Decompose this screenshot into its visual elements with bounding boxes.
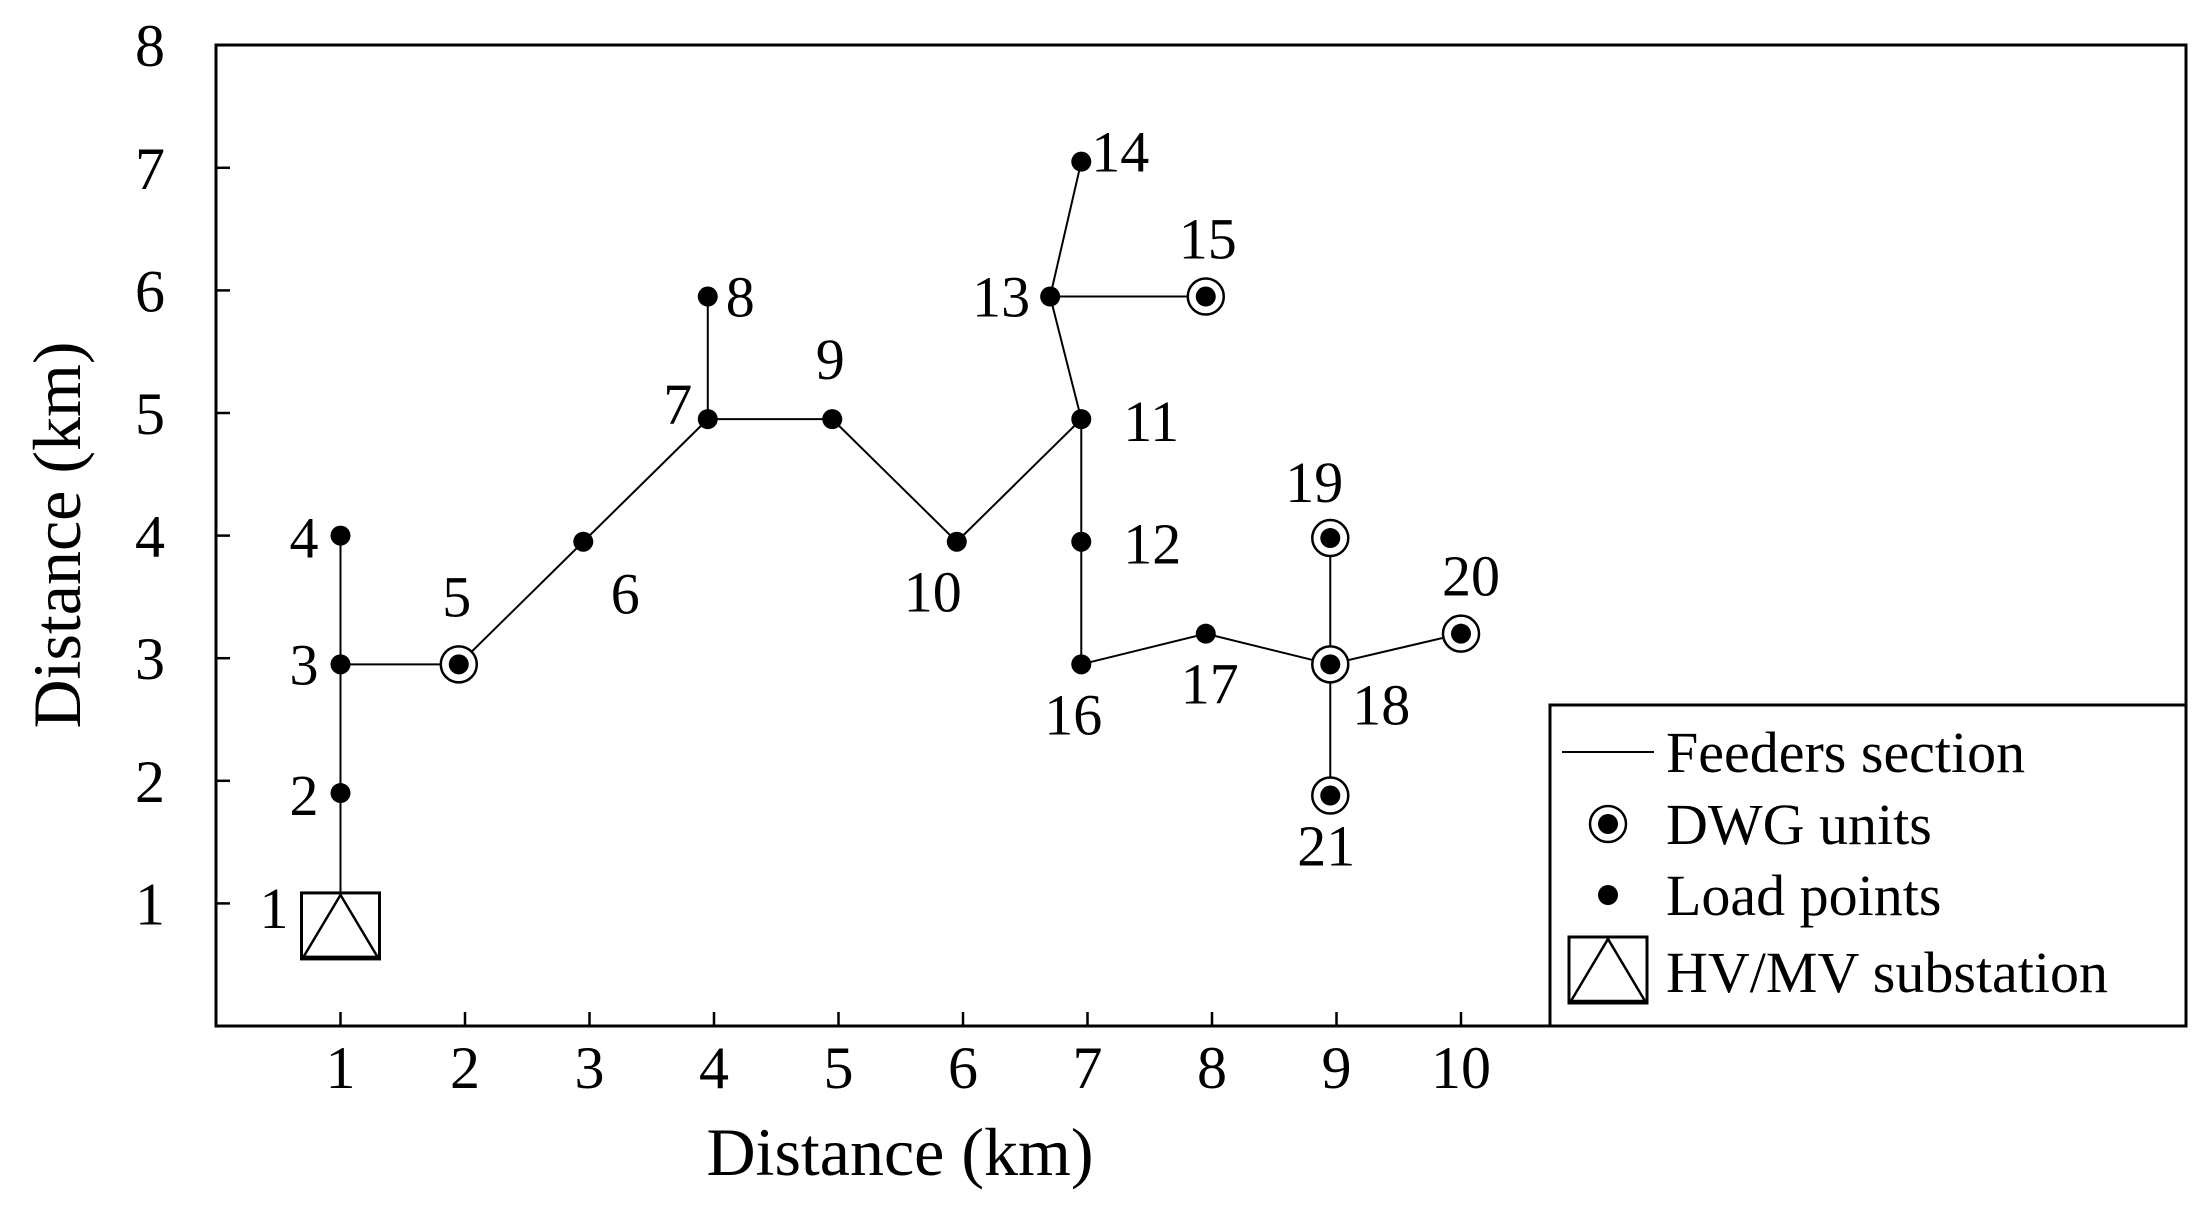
node-label: 4: [290, 506, 319, 571]
node-label: 2: [290, 763, 319, 828]
y-tick-label: 8: [135, 13, 165, 79]
node-label: 18: [1352, 672, 1410, 737]
x-tick-label: 9: [1322, 1035, 1352, 1101]
x-axis-title: Distance (km): [706, 1114, 1093, 1190]
load-point: [697, 286, 718, 307]
node-label: 9: [816, 327, 845, 392]
node-label: 16: [1044, 682, 1102, 747]
legend-dwg-point: [1598, 814, 1618, 834]
legend-substation-box: [1567, 935, 1649, 1005]
node-label: 21: [1297, 814, 1355, 879]
y-tick-label: 3: [135, 626, 165, 692]
load-point: [1071, 151, 1092, 172]
load-point: [1040, 286, 1061, 307]
node-label: 14: [1091, 120, 1149, 185]
x-tick-label: 5: [824, 1035, 854, 1101]
y-tick-label: 4: [135, 504, 165, 570]
legend-box: [1548, 703, 2188, 1028]
feeder-line: [831, 418, 958, 543]
load-point: [1071, 409, 1092, 430]
load-point: [573, 531, 594, 552]
load-point: [1071, 531, 1092, 552]
node-label: 1: [260, 876, 289, 941]
y-axis-ticks: 1 2 3 4 5 6 7 8: [135, 13, 230, 937]
node-label: 3: [290, 632, 319, 697]
y-tick-label: 1: [135, 871, 165, 937]
dwg-unit-point: [1320, 528, 1341, 549]
legend-label: HV/MV substation: [1666, 940, 2108, 1005]
feeder-line: [1081, 632, 1207, 666]
load-point: [946, 531, 967, 552]
legend-load-point: [1598, 885, 1618, 905]
dwg-unit-point: [1451, 623, 1471, 644]
node-label: 15: [1179, 207, 1237, 272]
network-nodes: [300, 151, 1481, 961]
load-point: [330, 654, 351, 675]
substation-box: [300, 891, 381, 961]
node-label: 10: [904, 560, 962, 625]
x-tick-label: 1: [326, 1035, 356, 1101]
node-label: 20: [1442, 544, 1500, 609]
node-label: 19: [1285, 450, 1343, 515]
x-tick-label: 2: [450, 1035, 480, 1101]
load-point: [822, 409, 843, 430]
feeder-sections: [339, 161, 1462, 928]
node-label: 7: [663, 372, 692, 437]
x-tick-label: 7: [1073, 1035, 1103, 1101]
node-label: 13: [972, 265, 1030, 330]
y-tick-label: 7: [135, 136, 165, 202]
x-tick-label: 10: [1431, 1035, 1491, 1101]
node-label: 17: [1181, 652, 1239, 717]
node-label: 6: [611, 562, 640, 627]
dwg-unit-point: [1320, 785, 1341, 806]
substation-triangle: [301, 892, 380, 959]
x-tick-label: 8: [1197, 1035, 1227, 1101]
x-axis-ticks: 1 2 3 4 5 6 7 8 9 10: [326, 1012, 1491, 1101]
node-label: 11: [1123, 389, 1179, 454]
feeder-line: [1049, 161, 1083, 297]
node-label: 8: [726, 265, 755, 330]
y-axis-title: Distance (km): [19, 341, 95, 728]
feeder-line: [582, 418, 709, 543]
node-label: 5: [442, 564, 471, 629]
legend-label: DWG units: [1666, 792, 1932, 857]
load-point: [1071, 654, 1092, 675]
dwg-unit-point: [448, 654, 469, 675]
feeder-line: [1205, 632, 1331, 666]
feeder-line: [1049, 296, 1083, 420]
x-tick-label: 4: [699, 1035, 729, 1101]
load-point: [330, 783, 351, 804]
legend-label: Load points: [1666, 863, 1941, 928]
legend-substation-triangle: [1568, 936, 1648, 1003]
load-point: [1195, 623, 1216, 644]
y-tick-label: 5: [135, 381, 165, 447]
dwg-unit-point: [1195, 286, 1216, 307]
node-label: 12: [1123, 512, 1181, 577]
y-tick-label: 2: [135, 749, 165, 815]
x-tick-label: 3: [575, 1035, 605, 1101]
feeder-line: [1330, 632, 1462, 666]
x-tick-label: 6: [948, 1035, 978, 1101]
feeder-line: [458, 541, 584, 666]
legend-label: Feeders section: [1666, 720, 2025, 785]
load-point: [697, 409, 718, 430]
load-point: [330, 525, 351, 546]
feeder-line: [956, 418, 1082, 543]
y-tick-label: 6: [135, 258, 165, 324]
dwg-unit-point: [1320, 654, 1341, 675]
